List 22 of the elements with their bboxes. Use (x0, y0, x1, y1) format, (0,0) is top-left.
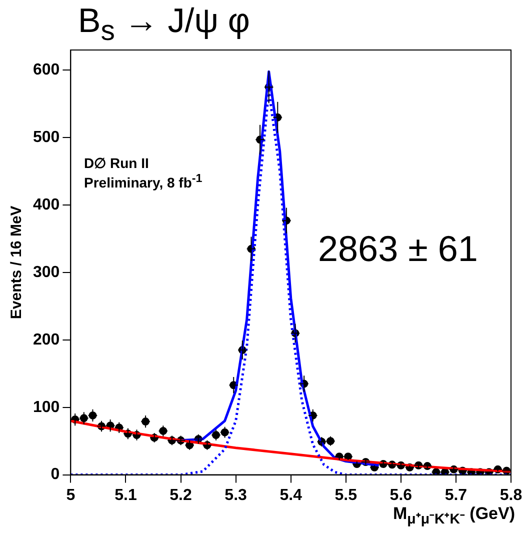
x-axis-title: M$_{μ⁺μ⁻K⁺K⁻}$ (GeV) (392, 504, 515, 528)
x-tick-label: 5 (66, 486, 76, 504)
chart-title: B$_{s}$ → J/ψ φ (78, 2, 250, 48)
annotation: 2863 ± 61 (318, 228, 478, 270)
y-axis-title: Events / 16 MeV (8, 206, 26, 320)
x-tick-label: 5.7 (444, 486, 468, 504)
annotation: Preliminary, 8 fb$^{-1}$ (84, 172, 202, 191)
y-tick-label: 0 (50, 466, 60, 484)
y-tick-label: 400 (32, 196, 60, 214)
x-tick-label: 5.6 (390, 486, 412, 504)
y-tick-label: 500 (32, 129, 60, 146)
x-tick-label: 5.4 (280, 486, 302, 504)
x-tick-label: 5.5 (334, 486, 358, 504)
x-tick-label: 5.8 (500, 486, 522, 504)
y-tick-label: 100 (32, 398, 60, 416)
y-tick-label: 200 (32, 331, 60, 348)
x-tick-label: 5.3 (224, 486, 248, 504)
annotation: D∅ Run II (84, 155, 149, 171)
x-tick-label: 5.1 (114, 486, 137, 504)
y-tick-label: 600 (32, 62, 60, 79)
y-tick-label: 300 (32, 264, 60, 281)
x-tick-label: 5.2 (170, 486, 192, 504)
